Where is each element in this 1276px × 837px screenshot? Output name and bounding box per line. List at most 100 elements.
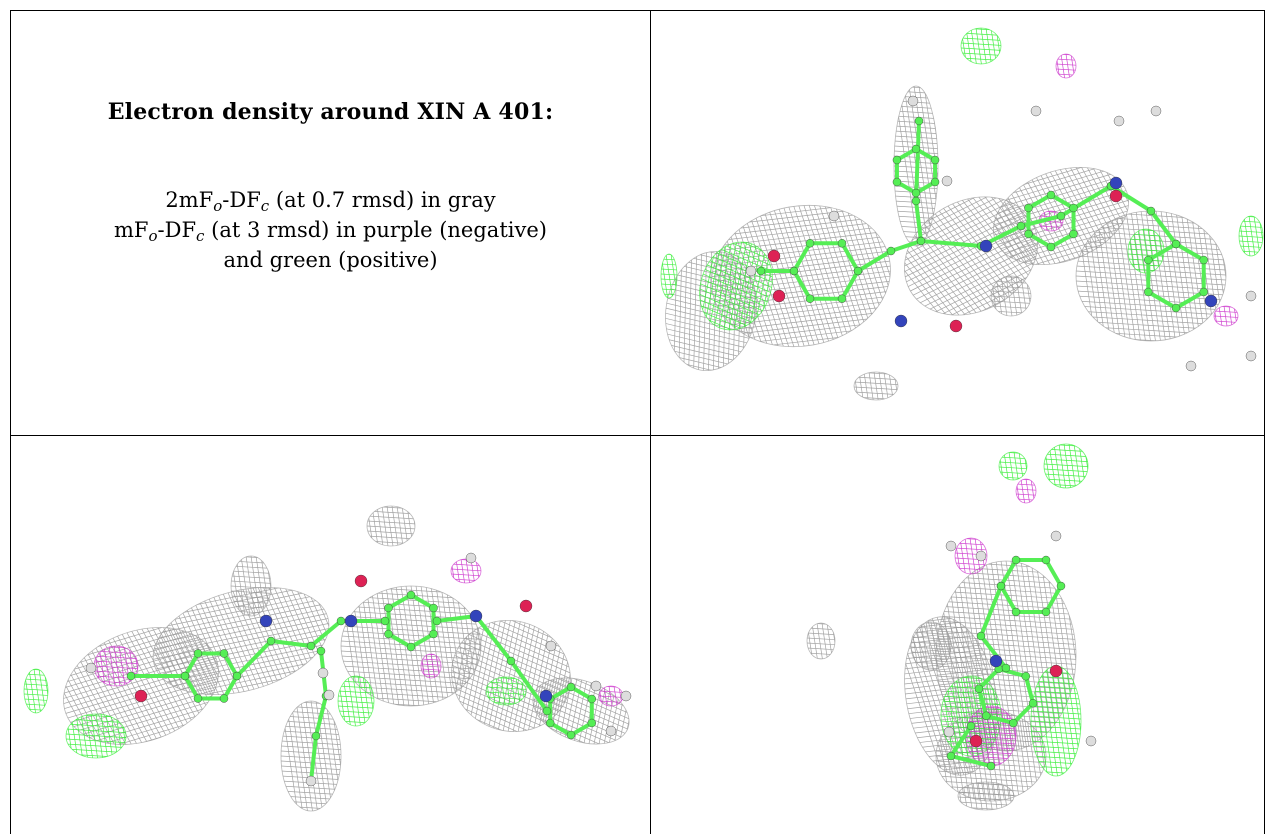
carbon-atom	[892, 155, 902, 165]
bond	[1044, 558, 1063, 588]
gray-density-mesh	[893, 85, 939, 247]
legend-line-positive: and green (positive)	[223, 248, 438, 272]
hydrogen-atom	[1245, 290, 1257, 302]
nitrogen-atom	[1204, 294, 1218, 308]
oxygen-atom	[772, 289, 786, 303]
carbon-atom	[546, 718, 555, 728]
bond	[309, 734, 318, 783]
table-border-left	[10, 10, 11, 834]
oxygen-atom	[1049, 664, 1063, 678]
bond	[314, 694, 328, 738]
carbon-atom	[193, 649, 203, 658]
carbon-atom	[1171, 303, 1181, 313]
hydrogen-atom	[1030, 105, 1042, 117]
carbon-atom	[193, 694, 203, 703]
carbon-atom	[587, 694, 596, 704]
carbon-atom	[1028, 699, 1038, 708]
carbon-atom	[1041, 555, 1051, 565]
carbon-atom	[966, 721, 976, 731]
carbon-atom	[232, 671, 242, 681]
positive-density-mesh	[660, 253, 678, 299]
legend-line-fofc: mFo-DFc (at 3 rmsd) in purple (negative)	[114, 218, 547, 245]
carbon-atom	[1046, 190, 1056, 200]
carbon-atom	[384, 603, 393, 613]
positive-density-mesh	[1238, 215, 1264, 257]
caption-cell: Electron density around XIN A 401: 2mFo-…	[11, 11, 650, 435]
nitrogen-atom	[539, 689, 553, 703]
carbon-atom	[853, 266, 863, 276]
bond	[509, 659, 549, 713]
bond	[386, 632, 413, 649]
bond	[474, 614, 513, 663]
carbon-atom	[1046, 242, 1056, 252]
carbon-atom	[805, 239, 815, 248]
bond	[976, 666, 1001, 691]
carbon-atom	[1011, 555, 1021, 565]
carbon-atom	[1024, 203, 1033, 213]
carbon-atom	[914, 116, 924, 126]
table-border-center	[650, 10, 651, 834]
hydrogen-atom	[975, 550, 987, 562]
gray-density-mesh	[806, 622, 836, 660]
hydrogen-atom	[943, 726, 955, 738]
carbon-atom	[311, 731, 321, 741]
bond	[386, 593, 413, 610]
carbon-atom	[542, 706, 552, 716]
oxygen-atom	[1109, 189, 1123, 203]
bond	[235, 639, 273, 678]
carbon-atom	[429, 603, 438, 613]
carbon-atom	[306, 641, 316, 651]
bond	[1174, 290, 1206, 310]
negative-density-mesh	[450, 558, 482, 584]
nitrogen-atom	[344, 614, 358, 628]
bond	[435, 614, 478, 623]
positive-density-mesh	[998, 451, 1028, 481]
oxygen-atom	[519, 599, 533, 613]
bond	[1011, 701, 1036, 726]
carbon-atom	[1056, 211, 1066, 221]
carbon-atom	[1041, 607, 1051, 617]
carbon-atom	[916, 236, 926, 246]
carbon-atom	[406, 642, 416, 652]
carbon-atom	[1144, 255, 1153, 265]
carbon-atom	[1069, 203, 1078, 213]
nitrogen-atom	[1109, 176, 1123, 190]
carbon-atom	[976, 631, 986, 641]
bond	[1049, 232, 1076, 249]
bond	[1174, 242, 1206, 262]
bond	[976, 686, 989, 718]
hydrogen-atom	[828, 210, 840, 222]
nitrogen-atom	[259, 614, 273, 628]
bond	[999, 584, 1018, 614]
carbon-atom	[911, 144, 921, 154]
negative-density-mesh	[1015, 478, 1037, 504]
hydrogen-atom	[465, 552, 477, 564]
density-view-2	[11, 436, 650, 834]
hydrogen-atom	[1185, 360, 1197, 372]
hydrogen-atom	[305, 775, 317, 787]
hydrogen-atom	[1150, 105, 1162, 117]
oxygen-atom	[767, 249, 781, 263]
bond	[1059, 184, 1113, 218]
carbon-atom	[566, 730, 576, 740]
bond	[409, 593, 436, 610]
carbon-atom	[432, 616, 442, 626]
carbon-atom	[930, 155, 940, 165]
oxygen-atom	[949, 319, 963, 333]
bond	[1026, 232, 1053, 249]
hydrogen-atom	[941, 175, 953, 187]
bond	[914, 119, 921, 203]
positive-density-mesh	[960, 27, 1002, 65]
bond	[840, 241, 860, 273]
gray-density-mesh	[523, 665, 639, 757]
gray-density-mesh	[853, 371, 899, 401]
carbon-atom	[1016, 221, 1026, 231]
carbon-atom	[219, 694, 229, 703]
carbon-atom	[805, 294, 815, 303]
bond	[409, 632, 436, 649]
gray-density-mesh	[366, 505, 416, 547]
carbon-atom	[180, 671, 190, 681]
hydrogen-atom	[620, 690, 632, 702]
bond	[1146, 290, 1178, 310]
carbon-atom	[506, 656, 516, 666]
